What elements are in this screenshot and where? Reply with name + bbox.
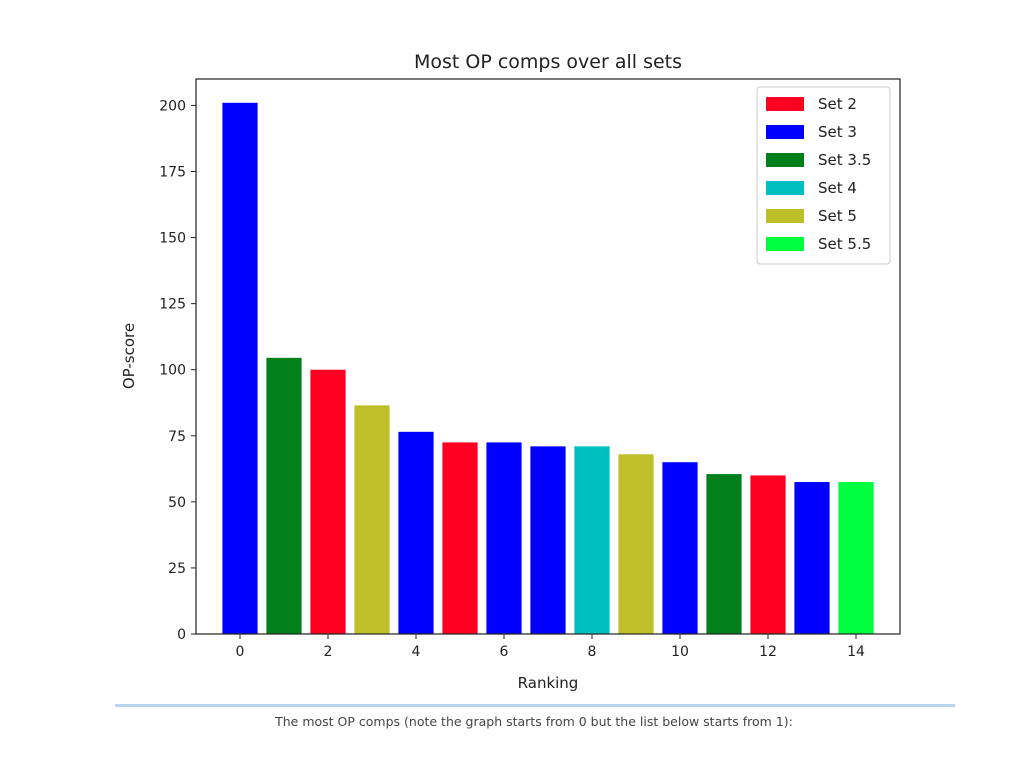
bar-4 xyxy=(398,431,434,634)
legend-label: Set 5.5 xyxy=(818,235,871,253)
legend-swatch xyxy=(766,209,804,223)
bars-layer xyxy=(222,102,874,635)
x-tick-label: 6 xyxy=(500,644,509,660)
legend-label: Set 3.5 xyxy=(818,151,871,169)
bar-1 xyxy=(266,357,302,634)
x-tick-label: 4 xyxy=(412,644,421,660)
legend-label: Set 5 xyxy=(818,207,857,225)
y-tick-label: 100 xyxy=(159,363,186,379)
bar-13 xyxy=(794,482,830,634)
bar-6 xyxy=(486,442,522,634)
y-tick-label: 25 xyxy=(168,561,186,577)
bar-chart: Most OP comps over all sets 0 2 4 6 8 10 12 14 … xyxy=(120,51,901,692)
bar-10 xyxy=(662,462,698,634)
bar-9 xyxy=(618,454,654,634)
divider-line xyxy=(115,704,955,707)
x-tick-label: 0 xyxy=(236,644,245,660)
y-tick-label: 175 xyxy=(159,165,186,181)
bar-5 xyxy=(442,442,478,634)
bar-3 xyxy=(354,405,390,634)
bar-8 xyxy=(574,446,610,634)
x-tick-label: 10 xyxy=(671,644,689,660)
y-tick-label: 75 xyxy=(168,429,186,445)
legend-swatch xyxy=(766,125,804,139)
legend-swatch xyxy=(766,181,804,195)
legend-label: Set 4 xyxy=(818,179,857,197)
legend-label: Set 3 xyxy=(818,123,857,141)
legend: Set 2 Set 3 Set 3.5 Set 4 Set 5 Set 5.5 xyxy=(756,86,891,265)
y-axis-label: OP-score xyxy=(120,323,138,389)
bar-11 xyxy=(706,474,742,634)
x-axis-label: Ranking xyxy=(518,674,579,692)
y-axis-ticks: 0 25 50 75 100 125 150 175 200 xyxy=(159,98,196,643)
x-axis-ticks: 0 2 4 6 8 10 12 14 xyxy=(236,634,865,660)
chart-title: Most OP comps over all sets xyxy=(414,51,682,73)
x-tick-label: 14 xyxy=(847,644,865,660)
bar-2 xyxy=(310,369,346,634)
bar-7 xyxy=(530,446,566,634)
y-tick-label: 125 xyxy=(159,297,186,313)
legend-swatch xyxy=(766,237,804,251)
x-tick-label: 12 xyxy=(759,644,777,660)
bar-12 xyxy=(750,475,786,634)
x-tick-label: 8 xyxy=(588,644,597,660)
plot-frame xyxy=(195,78,901,635)
y-tick-label: 150 xyxy=(159,231,186,247)
legend-swatch xyxy=(766,97,804,111)
y-tick-label: 200 xyxy=(159,98,186,114)
y-tick-label: 50 xyxy=(168,495,186,511)
legend-label: Set 2 xyxy=(818,95,857,113)
caption-text: The most OP comps (note the graph starts… xyxy=(275,714,793,729)
bar-0 xyxy=(222,102,258,635)
bar-14 xyxy=(838,482,874,634)
y-tick-label: 0 xyxy=(177,627,186,643)
x-tick-label: 2 xyxy=(324,644,333,660)
legend-swatch xyxy=(766,153,804,167)
